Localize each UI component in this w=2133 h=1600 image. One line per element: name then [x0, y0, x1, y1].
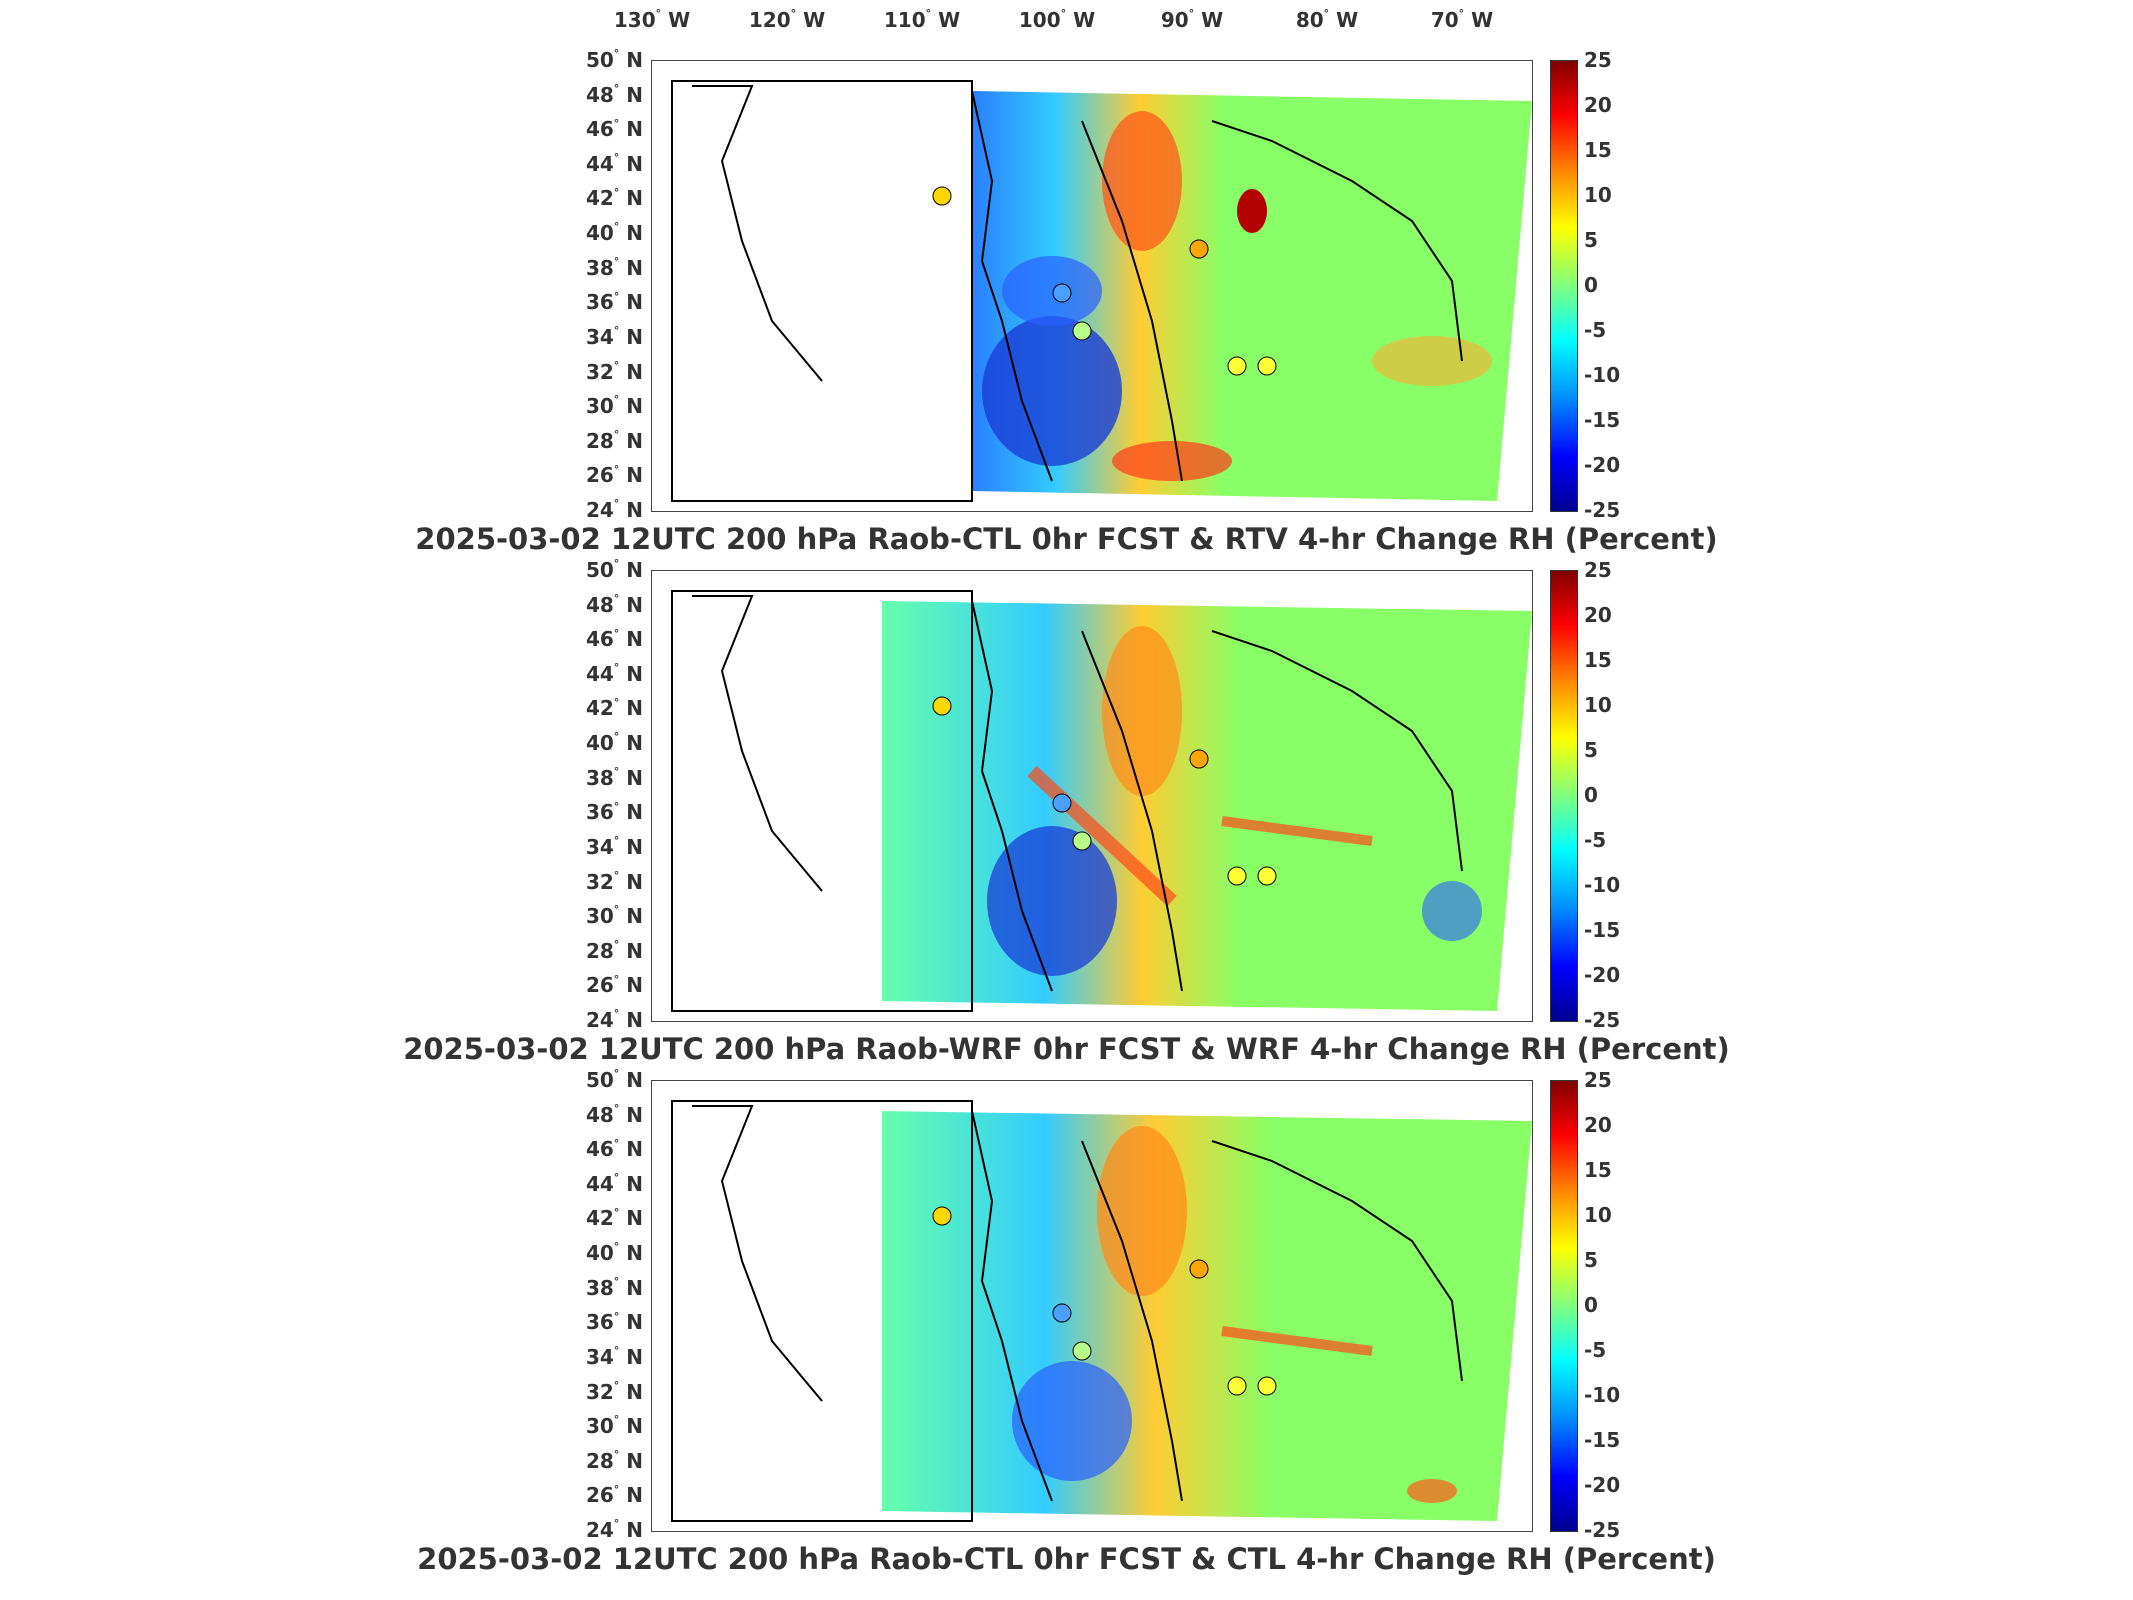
- colorbar-tick-label: 5: [1584, 228, 1598, 252]
- latitude-label: 50° N: [585, 47, 643, 72]
- latitude-label: 32° N: [585, 358, 643, 384]
- colorbar-tick-label: 15: [1584, 138, 1612, 162]
- latitude-label: 42° N: [585, 185, 643, 211]
- colorbar-tick-label: 25: [1584, 1068, 1612, 1092]
- latitude-label: 32° N: [585, 1378, 643, 1404]
- colorbar-tick-label: -15: [1584, 918, 1621, 942]
- colorbar-3: [1550, 1080, 1578, 1532]
- latitude-label: 48° N: [585, 81, 643, 107]
- map-panel-2: 25 20 15 10 5 0 -5 -10 -15 -20 -25 50° N 48° N 46° N…: [0, 510, 2133, 1066]
- latitude-label: 24° N: [585, 1517, 643, 1542]
- latitude-label: 30° N: [585, 393, 643, 419]
- colorbar-tick-label: 0: [1584, 1293, 1598, 1317]
- rh-change-map-1: [651, 60, 1533, 512]
- latitude-label: 38° N: [585, 1275, 643, 1300]
- latitude-label: 46° N: [585, 116, 643, 142]
- colorbar-tick-label: 5: [1584, 738, 1598, 762]
- colorbar-tick-label: -10: [1584, 363, 1621, 387]
- panel-1-title: 2025-03-02 12UTC 200 hPa Raob-CTL 0hr FC…: [415, 522, 1718, 556]
- latitude-label: 26° N: [585, 462, 643, 488]
- colorbar-tick-label: -25: [1584, 1518, 1621, 1542]
- colorbar-tick-label: -15: [1584, 1428, 1621, 1452]
- colorbar-tick-label: 25: [1584, 558, 1612, 582]
- latitude-label: 26° N: [585, 1482, 643, 1508]
- latitude-label: 24° N: [585, 1007, 643, 1032]
- longitude-label: 90° W: [1160, 7, 1224, 32]
- longitude-label: 120° W: [748, 7, 826, 32]
- latitude-label: 36° N: [585, 799, 643, 825]
- colorbar-tick-label: 5: [1584, 1248, 1598, 1272]
- latitude-label: 34° N: [585, 1344, 643, 1369]
- colorbar-tick-label: 0: [1584, 783, 1598, 807]
- longitude-label: 100° W: [1018, 7, 1096, 32]
- latitude-label: 28° N: [585, 1448, 643, 1473]
- colorbar-2: [1550, 570, 1578, 1022]
- colorbar-tick-label: -5: [1584, 318, 1607, 342]
- latitude-label: 36° N: [585, 289, 643, 315]
- colorbar-tick-label: -15: [1584, 408, 1621, 432]
- colorbar-tick-label: -20: [1584, 453, 1621, 477]
- colorbar-tick-label: -25: [1584, 1008, 1621, 1032]
- latitude-label: 48° N: [585, 591, 643, 617]
- longitude-label: 70° W: [1430, 7, 1494, 32]
- colorbar-tick-label: -10: [1584, 1383, 1621, 1407]
- colorbar-tick-label: -25: [1584, 498, 1621, 522]
- latitude-label: 28° N: [585, 428, 643, 453]
- colorbar-tick-label: 10: [1584, 693, 1612, 717]
- latitude-label: 30° N: [585, 1413, 643, 1439]
- latitude-label: 40° N: [585, 220, 643, 246]
- latitude-label: 32° N: [585, 868, 643, 894]
- latitude-label: 44° N: [585, 1171, 643, 1196]
- colorbar-tick-label: 15: [1584, 1158, 1612, 1182]
- rh-change-map-3: [651, 1080, 1533, 1532]
- panel-3-title: 2025-03-02 12UTC 200 hPa Raob-CTL 0hr FC…: [417, 1542, 1716, 1576]
- longitude-label: 80° W: [1295, 7, 1359, 32]
- latitude-label: 46° N: [585, 626, 643, 652]
- map-panel-3: 25 20 15 10 5 0 -5 -10 -15 -20 -25 50° N 48° N 46° N…: [0, 1020, 2133, 1576]
- latitude-label: 40° N: [585, 1240, 643, 1266]
- colorbar-tick-label: 20: [1584, 603, 1612, 627]
- latitude-label: 44° N: [585, 661, 643, 686]
- latitude-label: 36° N: [585, 1309, 643, 1335]
- latitude-label: 42° N: [585, 695, 643, 721]
- latitude-label: 30° N: [585, 903, 643, 929]
- colorbar-tick-label: -5: [1584, 1338, 1607, 1362]
- longitude-label: 110° W: [883, 7, 961, 32]
- latitude-label: 46° N: [585, 1136, 643, 1162]
- latitude-label: 26° N: [585, 972, 643, 998]
- longitude-label: 130° W: [613, 7, 691, 32]
- colorbar-tick-label: 0: [1584, 273, 1598, 297]
- colorbar-tick-label: 10: [1584, 1203, 1612, 1227]
- latitude-label: 50° N: [585, 557, 643, 582]
- colorbar-tick-label: -20: [1584, 963, 1621, 987]
- colorbar-tick-label: 20: [1584, 93, 1612, 117]
- latitude-label: 38° N: [585, 765, 643, 790]
- colorbar-tick-label: -5: [1584, 828, 1607, 852]
- latitude-label: 34° N: [585, 324, 643, 349]
- colorbar-tick-label: 10: [1584, 183, 1612, 207]
- latitude-label: 38° N: [585, 255, 643, 280]
- latitude-label: 48° N: [585, 1101, 643, 1127]
- colorbar-tick-label: -10: [1584, 873, 1621, 897]
- colorbar-1: [1550, 60, 1578, 512]
- latitude-label: 24° N: [585, 497, 643, 522]
- map-panel-1: 25 20 15 10 5 0 -5 -10 -15 -20 -25 50° N 48° N 46° N…: [0, 0, 2133, 556]
- latitude-label: 34° N: [585, 834, 643, 859]
- rh-change-map-2: [651, 570, 1533, 1022]
- colorbar-tick-label: 25: [1584, 48, 1612, 72]
- colorbar-tick-label: 20: [1584, 1113, 1612, 1137]
- latitude-label: 50° N: [585, 1067, 643, 1092]
- colorbar-tick-label: 15: [1584, 648, 1612, 672]
- latitude-label: 42° N: [585, 1205, 643, 1231]
- colorbar-tick-label: -20: [1584, 1473, 1621, 1497]
- latitude-label: 40° N: [585, 730, 643, 756]
- panel-2-title: 2025-03-02 12UTC 200 hPa Raob-WRF 0hr FC…: [403, 1032, 1730, 1066]
- latitude-label: 44° N: [585, 151, 643, 176]
- latitude-label: 28° N: [585, 938, 643, 963]
